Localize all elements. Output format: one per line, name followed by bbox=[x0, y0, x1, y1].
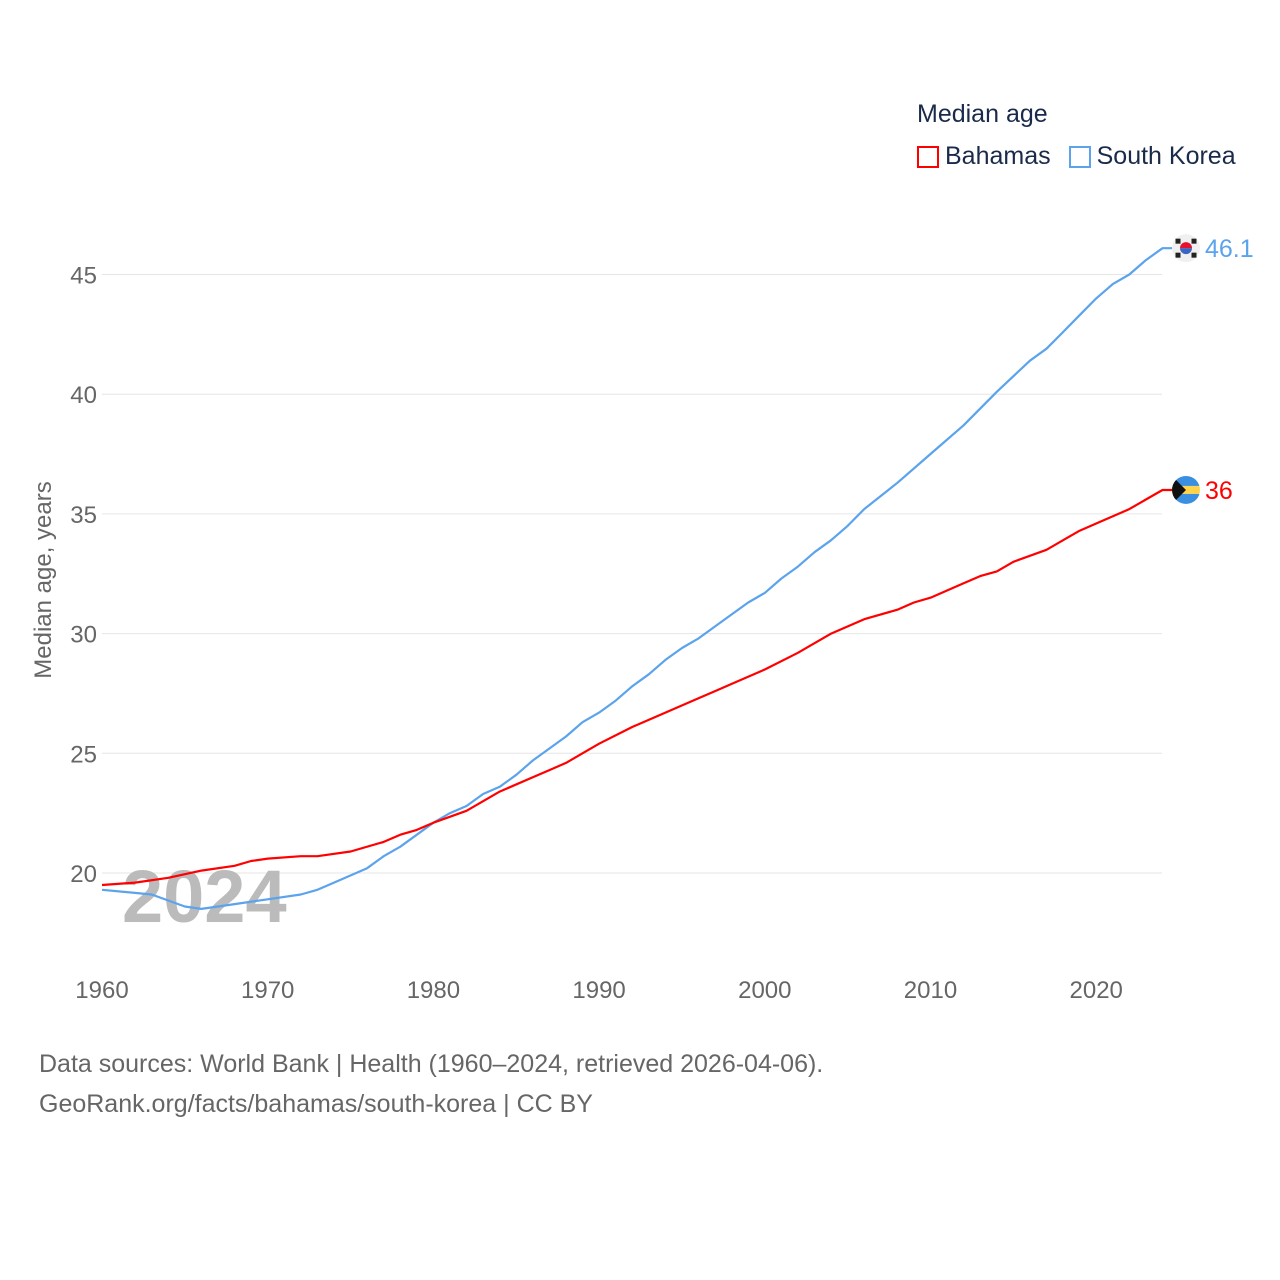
flag-trigram bbox=[1191, 252, 1197, 258]
legend: Bahamas South Korea bbox=[917, 142, 1236, 171]
end-value-label: 46.1 bbox=[1205, 235, 1254, 263]
flag-trigram bbox=[1191, 238, 1197, 244]
series-line-south-korea bbox=[101, 247, 1172, 911]
flag-taegeuk-blue bbox=[1180, 248, 1192, 255]
year-watermark: 2024 bbox=[122, 855, 287, 938]
legend-title: Median age bbox=[917, 100, 1048, 128]
source-line: Data sources: World Bank | Health (1960–… bbox=[39, 1050, 824, 1078]
legend-swatch-bahamas bbox=[917, 145, 939, 168]
y-tick-label: 35 bbox=[70, 502, 97, 529]
y-tick-label: 20 bbox=[70, 861, 97, 888]
flag-trigram bbox=[1175, 252, 1181, 258]
y-tick-label: 25 bbox=[70, 741, 97, 768]
flag-stripe bbox=[1172, 493, 1200, 504]
x-tick-label: 1970 bbox=[241, 977, 294, 1004]
x-tick-label: 2000 bbox=[738, 977, 791, 1004]
y-axis-label: Median age, years bbox=[30, 481, 57, 678]
legend-item-south-korea[interactable]: South Korea bbox=[1068, 142, 1236, 171]
x-tick-label: 1990 bbox=[572, 977, 625, 1004]
y-tick-label: 30 bbox=[70, 622, 97, 649]
flag-stripe bbox=[1172, 475, 1200, 486]
legend-item-bahamas[interactable]: Bahamas bbox=[917, 142, 1051, 171]
flag-taegeuk-red bbox=[1180, 242, 1192, 249]
series-line-bahamas bbox=[101, 488, 1172, 887]
legend-swatch-south-korea bbox=[1068, 145, 1091, 168]
x-tick-label: 1980 bbox=[407, 977, 460, 1004]
flag-trigram bbox=[1175, 238, 1181, 244]
legend-label: South Korea bbox=[1096, 142, 1236, 170]
x-tick-label: 1960 bbox=[75, 977, 128, 1004]
bahamas-flag-icon bbox=[1172, 475, 1200, 504]
x-tick-label: 2010 bbox=[904, 977, 957, 1004]
source-link[interactable]: GeoRank.org/facts/bahamas/south-korea | … bbox=[39, 1090, 593, 1118]
y-tick-label: 45 bbox=[70, 263, 97, 290]
end-value-label: 36 bbox=[1205, 477, 1233, 505]
x-tick-label: 2020 bbox=[1070, 977, 1123, 1004]
source-note: Data sources: World Bank | Health (1960–… bbox=[39, 1044, 823, 1124]
y-tick-label: 40 bbox=[70, 382, 97, 409]
flag-triangle bbox=[1172, 475, 1186, 504]
legend-label: Bahamas bbox=[945, 142, 1051, 170]
